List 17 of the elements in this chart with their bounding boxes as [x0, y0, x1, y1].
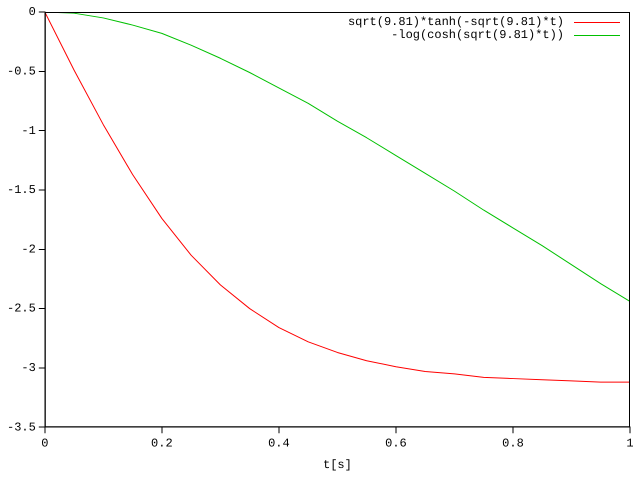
- y-tick-label: -3.5: [6, 420, 36, 434]
- x-tick-label: 0.2: [151, 436, 173, 451]
- legend-label: sqrt(9.81)*tanh(-sqrt(9.81)*t): [348, 15, 564, 30]
- y-tick-label: 0: [28, 5, 36, 20]
- x-tick-label: 0.8: [502, 436, 524, 451]
- y-tick-label: -2.5: [6, 302, 36, 316]
- y-tick-label: -3: [21, 361, 36, 376]
- x-tick-label: 0: [41, 436, 48, 451]
- y-tick-label: -1: [21, 124, 36, 138]
- y-tick-label: -1.5: [6, 183, 36, 198]
- x-axis-title: t[s]: [322, 458, 352, 472]
- x-tick-label: 0.4: [268, 436, 290, 451]
- legend-label: -log(cosh(sqrt(9.81)*t)): [391, 28, 564, 42]
- x-tick-label: 0.6: [385, 436, 407, 451]
- y-tick-label: -0.5: [6, 64, 36, 78]
- y-tick-label: -2: [21, 242, 36, 256]
- x-tick-label: 1: [626, 436, 634, 451]
